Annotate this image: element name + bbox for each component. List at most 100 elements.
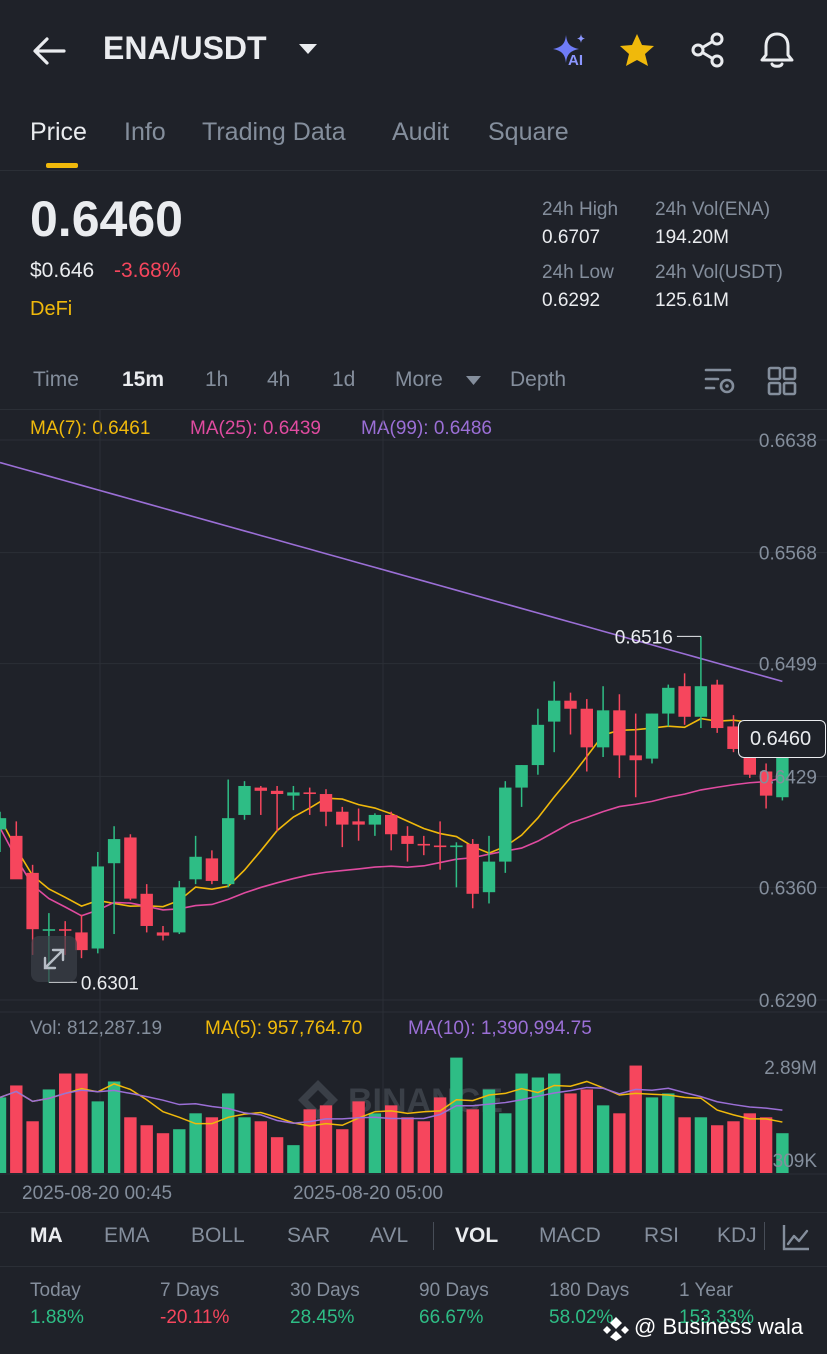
chart-settings-icon[interactable] bbox=[704, 366, 736, 396]
price-chart[interactable]: BINANCE 0.66380.65680.64990.64290.63600.… bbox=[0, 410, 827, 1210]
volume-bar bbox=[564, 1093, 577, 1173]
indicator-kdj[interactable]: KDJ bbox=[717, 1224, 757, 1247]
caret-down-icon[interactable] bbox=[298, 42, 318, 56]
volume-bar bbox=[173, 1129, 186, 1173]
indicator-avl[interactable]: AVL bbox=[370, 1224, 409, 1247]
active-tab-indicator bbox=[46, 163, 78, 168]
volume-bar bbox=[336, 1129, 349, 1173]
y-tick-label: 0.6568 bbox=[759, 544, 817, 565]
volume-bar bbox=[205, 1117, 219, 1173]
volume-bar bbox=[75, 1073, 88, 1173]
timeframe-4h[interactable]: 4h bbox=[267, 368, 291, 391]
candle-body bbox=[270, 790, 284, 795]
indicator-rsi[interactable]: RSI bbox=[644, 1224, 680, 1247]
tab-price[interactable]: Price bbox=[30, 118, 87, 146]
perf-value-1y: 153.33% bbox=[679, 1307, 755, 1328]
y-tick-label: 0.6429 bbox=[759, 767, 817, 788]
volume-bar bbox=[91, 1101, 104, 1173]
ma25-legend: MA(25): 0.6439 bbox=[190, 418, 321, 439]
candle-body bbox=[42, 929, 56, 931]
high-label: 24h High bbox=[542, 199, 619, 220]
candle-body bbox=[662, 687, 675, 714]
timeframe-1h[interactable]: 1h bbox=[205, 368, 229, 391]
expand-icon bbox=[43, 948, 65, 970]
candle-body bbox=[336, 811, 349, 825]
candle-body bbox=[385, 814, 398, 835]
price-change: -3.68% bbox=[114, 259, 181, 282]
fullscreen-button[interactable] bbox=[31, 936, 77, 982]
vol-tick-label: 2.89M bbox=[764, 1058, 817, 1079]
volume-bar bbox=[270, 1137, 284, 1173]
share-icon[interactable] bbox=[690, 32, 726, 68]
candle-body bbox=[466, 843, 479, 894]
volume-bar bbox=[254, 1121, 267, 1173]
x-tick-label: 2025-08-20 00:45 bbox=[22, 1183, 173, 1204]
back-arrow-icon[interactable] bbox=[30, 32, 68, 70]
ai-sparkle-icon bbox=[553, 34, 585, 63]
category-tag[interactable]: DeFi bbox=[30, 298, 73, 320]
candle-body bbox=[59, 929, 72, 931]
candle-body bbox=[433, 845, 447, 848]
volume-bar bbox=[743, 1113, 756, 1173]
volume-bar bbox=[107, 1081, 121, 1173]
volume-bar bbox=[629, 1065, 642, 1173]
candle-body bbox=[124, 837, 137, 899]
volume-bar bbox=[433, 1097, 447, 1173]
low-label: 24h Low bbox=[542, 262, 614, 283]
vol-ena-label: 24h Vol(ENA) bbox=[655, 199, 771, 220]
tab-square[interactable]: Square bbox=[488, 118, 569, 146]
tab-info[interactable]: Info bbox=[124, 118, 166, 146]
timeframe-15m[interactable]: 15m bbox=[122, 368, 165, 391]
vol-ma10-line bbox=[0, 1086, 783, 1125]
timeframe-1d[interactable]: 1d bbox=[332, 368, 356, 391]
indicator-chart-icon[interactable] bbox=[781, 1222, 811, 1252]
depth-button[interactable]: Depth bbox=[510, 368, 567, 391]
volume-bar bbox=[189, 1113, 202, 1173]
candle-body bbox=[482, 861, 496, 893]
candle-body bbox=[222, 818, 235, 885]
indicator-vol[interactable]: VOL bbox=[455, 1224, 499, 1247]
indicator-boll[interactable]: BOLL bbox=[191, 1224, 245, 1247]
candle-body bbox=[352, 821, 365, 825]
candle-body bbox=[0, 818, 7, 830]
volume-bar bbox=[531, 1077, 545, 1173]
ma99-line bbox=[0, 461, 783, 683]
indicator-sar[interactable]: SAR bbox=[287, 1224, 331, 1247]
indicator-ema[interactable]: EMA bbox=[104, 1224, 150, 1247]
candle-body bbox=[548, 700, 561, 722]
candle-body bbox=[26, 872, 39, 930]
indicator-ma[interactable]: MA bbox=[30, 1224, 63, 1247]
grid-layout-icon[interactable] bbox=[767, 366, 797, 396]
indicator-macd[interactable]: MACD bbox=[539, 1224, 601, 1247]
chart-grid bbox=[0, 410, 827, 1175]
star-icon[interactable] bbox=[618, 32, 656, 68]
perf-value-90d: 66.67% bbox=[419, 1307, 484, 1328]
candle-body bbox=[694, 686, 708, 717]
tab-audit[interactable]: Audit bbox=[392, 118, 449, 146]
candle-body bbox=[678, 686, 691, 717]
divider bbox=[764, 1222, 765, 1250]
candle-body bbox=[319, 794, 333, 812]
volume-bar bbox=[287, 1145, 300, 1173]
perf-value-7d: -20.11% bbox=[160, 1307, 230, 1328]
candle-body bbox=[238, 785, 251, 815]
candle-body bbox=[564, 700, 577, 709]
max-price-label: 0.6516 bbox=[615, 627, 673, 648]
perf-value-180d: 58.02% bbox=[549, 1307, 614, 1328]
timeframe-time[interactable]: Time bbox=[33, 368, 79, 391]
candle-body bbox=[156, 932, 170, 936]
last-price: 0.6460 bbox=[30, 191, 183, 247]
y-tick-label: 0.6638 bbox=[759, 431, 817, 452]
timeframe-more[interactable]: More bbox=[395, 368, 443, 391]
volume-bar bbox=[645, 1097, 659, 1173]
ma99-legend: MA(99): 0.6486 bbox=[361, 418, 492, 439]
divider bbox=[0, 1212, 827, 1213]
tab-trading-data[interactable]: Trading Data bbox=[202, 118, 346, 146]
ai-assistant-button[interactable]: AI bbox=[548, 32, 590, 72]
bell-icon[interactable] bbox=[759, 30, 795, 70]
perf-label-180d: 180 Days bbox=[549, 1280, 630, 1301]
volume-bar bbox=[466, 1109, 479, 1173]
pair-title[interactable]: ENA/USDT bbox=[103, 30, 267, 66]
candle-body bbox=[205, 858, 219, 881]
volume-bar bbox=[662, 1093, 675, 1173]
